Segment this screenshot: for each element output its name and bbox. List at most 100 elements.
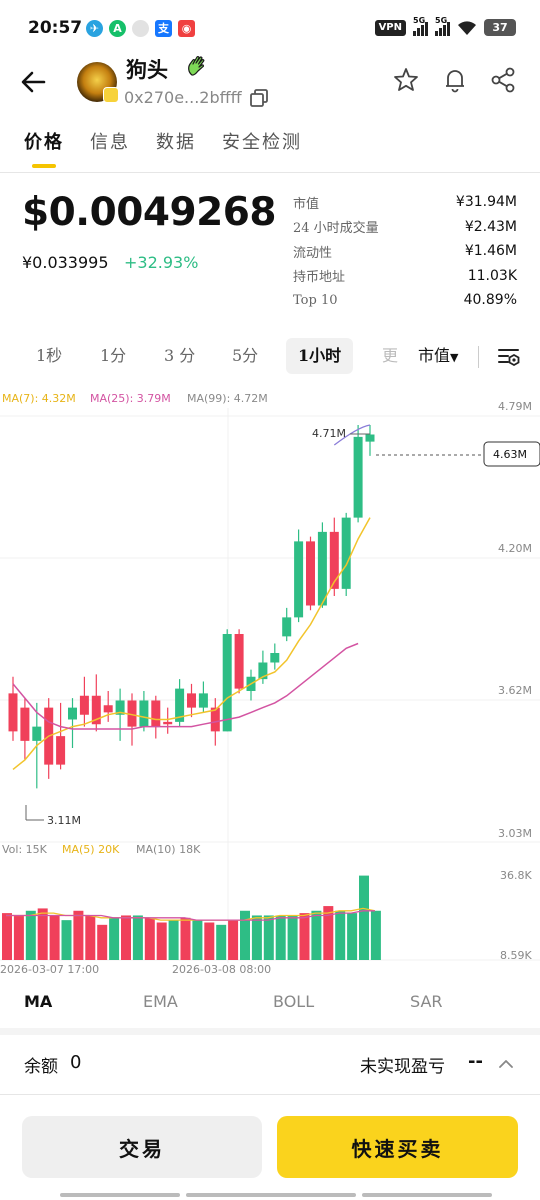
volume-bar	[156, 922, 167, 960]
tab-bar: 价格 信息 数据 安全检测	[24, 128, 328, 168]
candle-body	[91, 695, 101, 725]
candle-body	[210, 707, 220, 732]
y-tick-label: 3.03M	[498, 827, 532, 840]
interval-bar: 1秒 1分 3 分 5分 1小时 更 市值▼	[0, 338, 540, 376]
volume-bar	[109, 917, 120, 960]
unrealized-pnl-label: 未实现盈亏	[360, 1057, 445, 1077]
tab-price[interactable]: 价格	[24, 128, 64, 168]
candle-body	[139, 700, 149, 727]
chevron-up-icon[interactable]	[498, 1056, 514, 1072]
back-arrow-icon[interactable]	[18, 66, 50, 98]
candle-body	[68, 707, 77, 720]
favorite-star-icon[interactable]	[392, 66, 420, 94]
volume-bar	[73, 910, 84, 960]
notification-icons: ✈ A 支 ◉	[86, 20, 195, 37]
current-price-tag	[483, 441, 540, 467]
vol-axis-label: 36.8K	[500, 869, 532, 882]
kline-chart[interactable]: MA(7): 4.32M MA(25): 3.79M MA(99): 4.72M…	[0, 388, 540, 976]
candle-body	[103, 705, 113, 713]
ma99-line	[333, 424, 371, 446]
ma7-line	[12, 517, 371, 770]
candle-body	[56, 736, 66, 765]
volume-bar	[180, 917, 191, 960]
candle-body	[8, 693, 18, 732]
signal-icon-1: 5G	[413, 16, 428, 36]
vol-axis-label: 8.59K	[500, 949, 532, 962]
vol-ma10-line	[6, 910, 375, 921]
chart-settings-icon[interactable]	[496, 344, 522, 370]
chart-mode-dropdown[interactable]: 市值▼	[418, 338, 458, 374]
high-label: 4.71M	[312, 427, 346, 440]
interval-more[interactable]: 更	[382, 346, 399, 365]
tab-data[interactable]: 数据	[156, 132, 196, 153]
caret-down-icon: ▼	[450, 351, 459, 364]
copy-icon[interactable]	[249, 88, 269, 108]
volume-bars	[2, 875, 381, 960]
header: 狗头 0x270e...2bffff	[0, 55, 540, 110]
quick-trade-button[interactable]: 快速买卖	[277, 1116, 518, 1178]
stat-row-market-cap: 市值 ¥31.94M	[293, 190, 517, 215]
trade-button[interactable]: 交易	[22, 1116, 262, 1178]
interval-1h[interactable]: 1小时	[286, 338, 354, 374]
tab-security-check[interactable]: 安全检测	[222, 132, 302, 153]
candle-body	[234, 634, 244, 689]
volume-bar	[97, 924, 108, 960]
waving-hand-icon	[188, 55, 205, 76]
stat-row-top10: Top 10 40.89%	[293, 288, 517, 313]
volume-bar	[347, 913, 358, 960]
balance-label: 余额	[24, 1057, 58, 1077]
interval-1s[interactable]: 1秒	[36, 346, 63, 365]
x-tick-label: 2026-03-07 17:00	[0, 963, 99, 976]
ma99-legend: MA(99): 4.72M	[187, 392, 268, 405]
ma25-line	[12, 642, 359, 730]
volume-bar	[168, 920, 179, 960]
current-price-label: 4.63M	[493, 448, 527, 461]
ma25-legend: MA(25): 3.79M	[90, 392, 171, 405]
indicator-ema[interactable]: EMA	[143, 992, 178, 1011]
interval-3m[interactable]: 3 分	[164, 346, 196, 365]
volume-bar	[335, 910, 346, 960]
candle-body	[258, 662, 268, 680]
tab-info[interactable]: 信息	[90, 132, 130, 153]
candle-body	[198, 693, 208, 708]
price-cny: ¥0.033995	[22, 253, 109, 272]
low-label: 3.11M	[47, 814, 81, 827]
alert-bell-icon[interactable]	[441, 66, 469, 94]
stat-label: 流动性	[293, 245, 333, 261]
indicator-boll[interactable]: BOLL	[273, 992, 315, 1011]
app-red-icon: ◉	[178, 20, 195, 37]
volume-bar	[311, 910, 322, 960]
volume-bar	[13, 915, 24, 960]
candle-body	[329, 531, 339, 589]
stat-row-liquidity: 流动性 ¥1.46M	[293, 239, 517, 264]
indicator-ma[interactable]: MA	[24, 992, 53, 1011]
interval-1m[interactable]: 1分	[100, 346, 127, 365]
alipay-icon: 支	[155, 20, 172, 37]
volume-bar	[132, 915, 143, 960]
signal-icon-2: 5G	[435, 16, 450, 36]
volume-bar	[2, 913, 12, 960]
balance-value: 0	[70, 1052, 82, 1073]
chart-mode-label: 市值	[418, 346, 451, 365]
battery-icon: 37	[484, 19, 516, 36]
vpn-icon: VPN	[374, 19, 406, 36]
y-tick-label: 3.62M	[498, 684, 532, 697]
share-icon[interactable]	[489, 66, 517, 94]
volume-bar	[204, 922, 215, 960]
ma7-legend: MA(7): 4.32M	[2, 392, 76, 405]
interval-divider	[478, 346, 479, 368]
token-name: 狗头	[126, 57, 168, 82]
candle-body	[306, 541, 315, 606]
volume-bar	[121, 915, 131, 960]
y-tick-label: 4.20M	[498, 542, 532, 555]
indicator-sar[interactable]: SAR	[410, 992, 443, 1011]
stat-label: 持币地址	[293, 270, 346, 286]
candle-body	[163, 721, 173, 725]
candle-body	[317, 531, 327, 606]
volume-bar	[144, 917, 155, 960]
section-separator	[0, 1028, 540, 1035]
stat-value: ¥2.43M	[464, 218, 517, 235]
interval-5m[interactable]: 5分	[232, 346, 259, 365]
vol-ma5-legend: MA(5) 20K	[62, 843, 120, 856]
stat-row-24h-volume: 24 小时成交量 ¥2.43M	[293, 215, 517, 240]
